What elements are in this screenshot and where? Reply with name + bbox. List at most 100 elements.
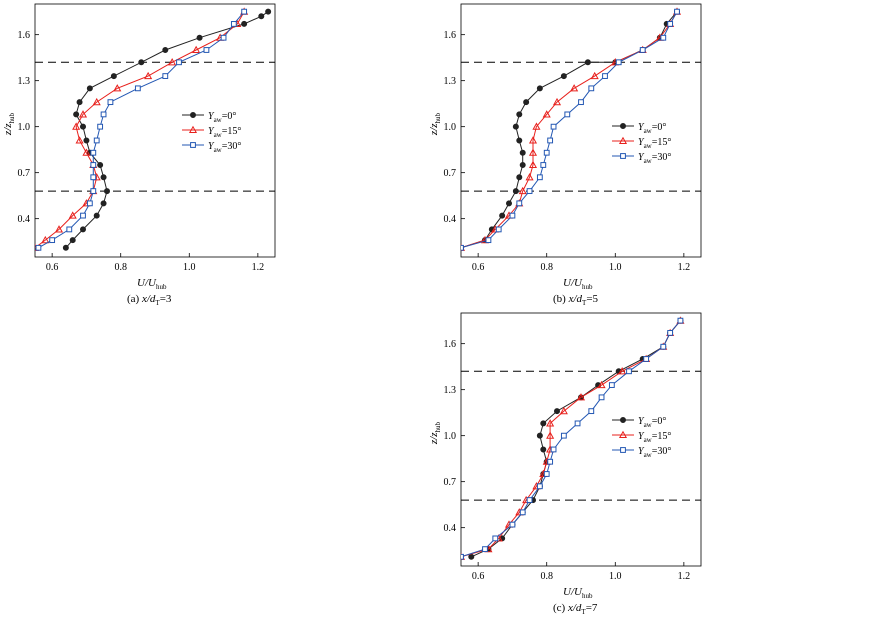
y-tick-label: 0.4 [444,523,457,534]
series-line-yaw15 [35,11,245,249]
data-point-yaw30 [492,535,499,542]
data-point-yaw15 [576,393,586,401]
data-point-yaw0 [516,174,523,181]
y-tick-label: 0.7 [18,168,31,179]
data-point-yaw0 [83,137,90,144]
y-tick-label: 1.0 [444,122,457,133]
data-point-yaw0 [162,47,169,54]
data-point-yaw0 [138,59,145,66]
data-point-yaw30 [574,420,581,427]
data-point-yaw15 [528,160,538,169]
x-tick-label: 1.0 [609,262,622,273]
data-point-yaw30 [550,123,557,130]
data-point-yaw30 [86,200,93,207]
data-point-yaw15 [518,186,527,195]
legend-label-yaw15: Yaw=15° [638,431,671,444]
data-point-yaw30 [66,226,73,233]
data-point-yaw15 [546,419,555,427]
y-tick-label: 1.3 [444,76,457,87]
data-point-yaw0 [110,73,117,80]
data-point-yaw30 [639,47,646,53]
y-tick-label: 1.6 [444,30,457,41]
data-point-yaw30 [90,188,97,194]
data-point-yaw0 [499,212,506,219]
data-point-yaw15 [559,406,568,415]
data-point-yaw30 [526,497,533,503]
data-point-yaw15 [113,84,122,92]
data-point-yaw15 [78,110,88,118]
data-point-yaw15 [92,97,101,106]
data-point-yaw0 [523,99,530,106]
data-point-yaw0 [536,432,543,439]
legend-label-yaw30: Yaw=30° [638,446,671,459]
legend-marker-yaw30 [190,142,196,148]
data-point-yaw0 [80,123,87,130]
x-tick-label: 1.0 [183,262,196,273]
plot-frame [34,3,276,258]
y-tick-label: 0.4 [18,214,31,225]
data-point-yaw15 [528,148,538,156]
data-point-yaw30 [560,432,567,439]
data-point-yaw30 [509,212,516,219]
data-point-yaw30 [643,356,650,362]
panel-b: 0.6 0.8 1.0 1.2 0.4 0.7 1.0 1.3 1.6 z/zhub U/Uhub (… [428,3,702,307]
legend-label-yaw0: Yaw=0° [638,416,666,429]
data-point-yaw30 [626,368,632,375]
data-point-yaw30 [615,59,622,66]
data-point-yaw0 [519,149,526,156]
data-point-yaw30 [516,200,523,207]
y-tick-label: 1.0 [18,122,31,133]
data-point-yaw0 [196,34,203,41]
y-tick-label: 1.3 [444,385,457,396]
data-point-yaw0 [560,73,567,80]
legend-label-yaw0: Yaw=0° [638,122,666,135]
data-point-yaw30 [550,446,557,453]
data-point-yaw30 [677,317,684,324]
panel-caption: (b) x/dT=5 [553,293,599,307]
y-tick-label: 1.6 [444,339,457,350]
data-point-yaw30 [564,111,571,118]
x-tick-label: 0.6 [472,571,485,582]
data-point-yaw30 [674,8,680,15]
y-axis-label: z/zhub [428,421,442,445]
data-point-yaw15 [41,235,50,244]
data-point-yaw30 [547,458,554,465]
data-point-yaw15 [192,45,201,54]
data-point-yaw30 [540,162,547,168]
data-point-yaw30 [90,162,97,168]
data-point-yaw0 [512,123,519,130]
data-point-yaw15 [542,110,551,118]
data-point-yaw15 [546,431,555,439]
data-point-yaw30 [80,212,86,219]
data-point-yaw15 [75,136,84,144]
data-point-yaw30 [203,47,210,53]
data-point-yaw30 [608,382,615,388]
y-axis-label: z/zhub [428,112,442,136]
data-point-yaw30 [461,244,464,251]
legend-label-yaw0: Yaw=0° [208,111,236,124]
data-point-yaw15 [597,380,606,389]
data-point-yaw30 [547,137,554,144]
data-point-yaw30 [107,99,114,106]
data-point-yaw30 [578,99,584,106]
data-point-yaw0 [100,200,107,207]
legend-label-yaw15: Yaw=15° [638,137,671,150]
data-point-yaw30 [90,174,97,181]
data-point-yaw0 [584,59,591,66]
y-tick-label: 1.0 [444,431,457,442]
x-axis-label: U/Uhub [563,277,593,291]
y-tick-label: 0.7 [444,168,457,179]
data-point-yaw30 [162,73,169,79]
data-point-yaw30 [134,85,141,92]
x-axis-label: U/Uhub [563,586,593,600]
data-point-yaw0 [536,85,543,92]
data-point-yaw0 [69,237,76,244]
data-point-yaw30 [100,111,107,118]
y-tick-label: 0.4 [444,214,457,225]
data-point-yaw30 [461,553,464,560]
data-point-yaw30 [35,244,42,251]
data-point-yaw30 [176,59,182,66]
data-point-yaw30 [526,188,533,194]
data-point-yaw0 [73,111,80,118]
data-point-yaw15 [82,148,91,156]
